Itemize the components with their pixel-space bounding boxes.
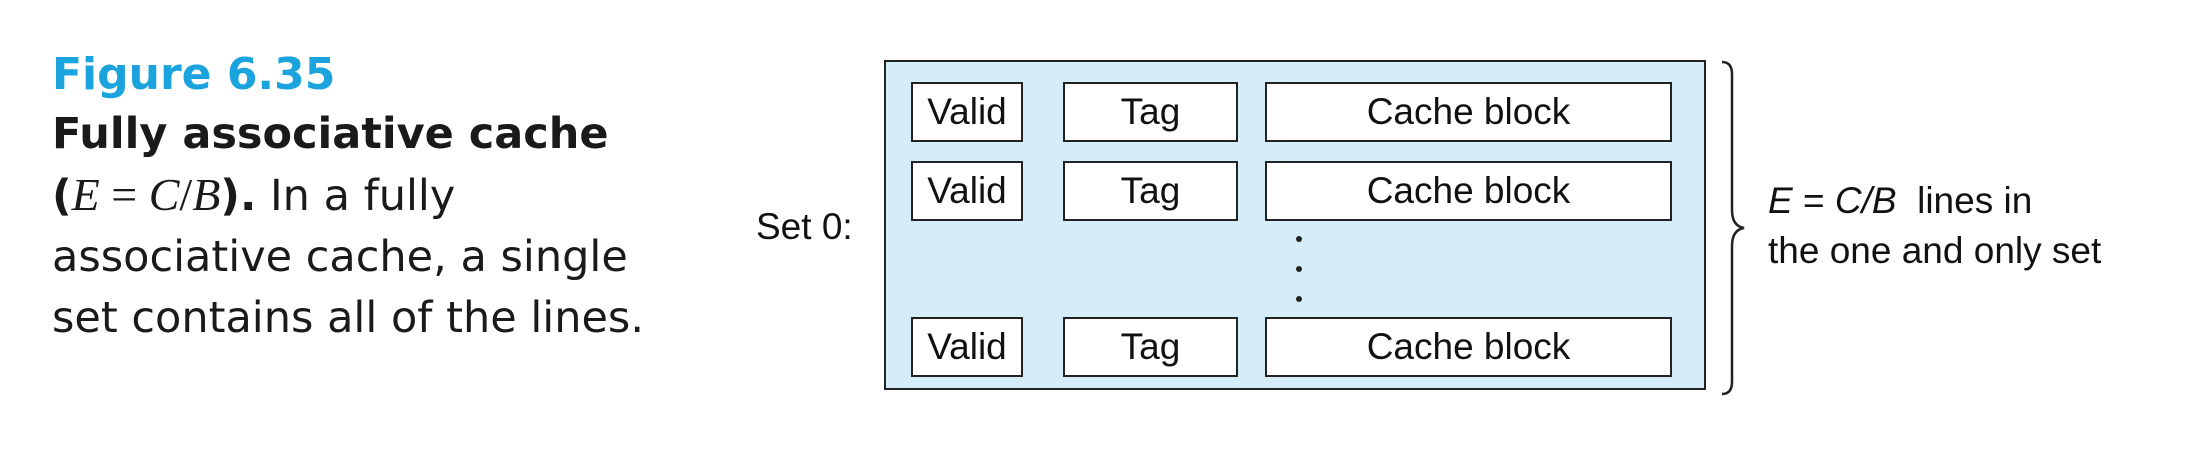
cache-block-cell: Cache block — [1265, 82, 1672, 142]
valid-bit-cell: Valid — [911, 161, 1023, 221]
valid-bit-cell: Valid — [911, 82, 1023, 142]
lines-annotation: E = C/B lines in the one and only set — [1768, 176, 2101, 276]
tag-cell: Tag — [1063, 82, 1238, 142]
cache-block-cell: Cache block — [1265, 161, 1672, 221]
tag-cell: Tag — [1063, 161, 1238, 221]
annotation-line-2: the one and only set — [1768, 230, 2102, 271]
caption-line-2: associative cache, a single — [52, 232, 628, 282]
cache-set-box: Valid Tag Cache block Valid Tag Cache bl… — [884, 60, 1706, 390]
vertical-ellipsis-icon — [1296, 236, 1302, 306]
right-brace-icon — [1721, 60, 1745, 396]
cache-block-cell: Cache block — [1265, 317, 1672, 377]
valid-bit-cell: Valid — [911, 317, 1023, 377]
figure-caption: Figure 6.35 Fully associative cache (E =… — [52, 46, 652, 349]
annotation-line-1: E = C/B lines in — [1768, 180, 2033, 221]
figure-title: Fully associative cache — [52, 109, 609, 159]
caption-line-1-rest: In a fully — [256, 171, 456, 221]
tag-cell: Tag — [1063, 317, 1238, 377]
figure-label: Figure 6.35 — [52, 49, 336, 100]
caption-formula: (E = C/B). — [52, 169, 257, 221]
caption-line-3: set contains all of the lines. — [52, 293, 645, 343]
set-label: Set 0: — [756, 206, 853, 247]
caption-line-1: (E = C/B). In a fully — [52, 164, 652, 227]
